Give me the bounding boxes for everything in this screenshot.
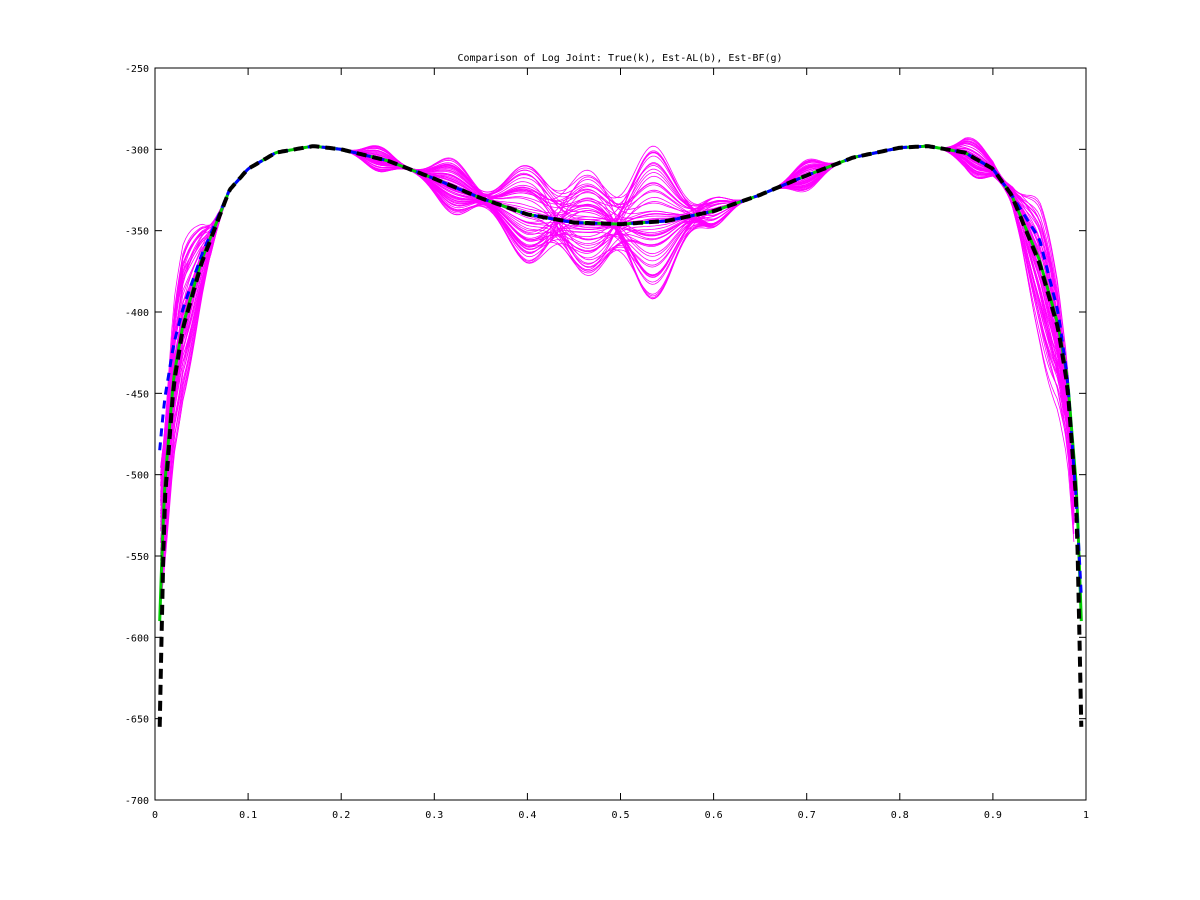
x-tick-label: 0.8 [891, 810, 909, 821]
x-tick-label: 0.9 [984, 810, 1002, 821]
x-tick-label: 0.6 [705, 810, 723, 821]
x-tick-label: 0.1 [239, 810, 257, 821]
y-tick-label: -600 [125, 633, 149, 644]
y-tick-label: -500 [125, 471, 149, 482]
y-axis-ticks: -700 -650 -600 -550 -500 -450 -400 -350 -300 -250 [125, 64, 1086, 807]
y-tick-label: -450 [125, 389, 149, 400]
x-tick-label: 1 [1083, 810, 1089, 821]
y-tick-label: -650 [125, 715, 149, 726]
x-tick-label: 0.2 [332, 810, 350, 821]
chart-title: Comparison of Log Joint: True(k), Est-AL… [457, 53, 782, 64]
x-tick-label: 0.5 [611, 810, 629, 821]
y-tick-label: -300 [125, 145, 149, 156]
y-tick-label: -250 [125, 64, 149, 75]
series-lines [157, 144, 1084, 727]
x-tick-label: 0.3 [425, 810, 443, 821]
x-tick-label: 0.7 [798, 810, 816, 821]
y-tick-label: -550 [125, 552, 149, 563]
series-line-true_k [157, 144, 1084, 727]
y-tick-label: -350 [125, 227, 149, 238]
y-tick-label: -400 [125, 308, 149, 319]
y-tick-label: -700 [125, 796, 149, 807]
x-tick-label: 0 [152, 810, 158, 821]
x-tick-label: 0.4 [518, 810, 536, 821]
x-axis-ticks: 0 0.1 0.2 0.3 0.4 0.5 0.6 0.7 0.8 0.9 1 [152, 68, 1089, 821]
